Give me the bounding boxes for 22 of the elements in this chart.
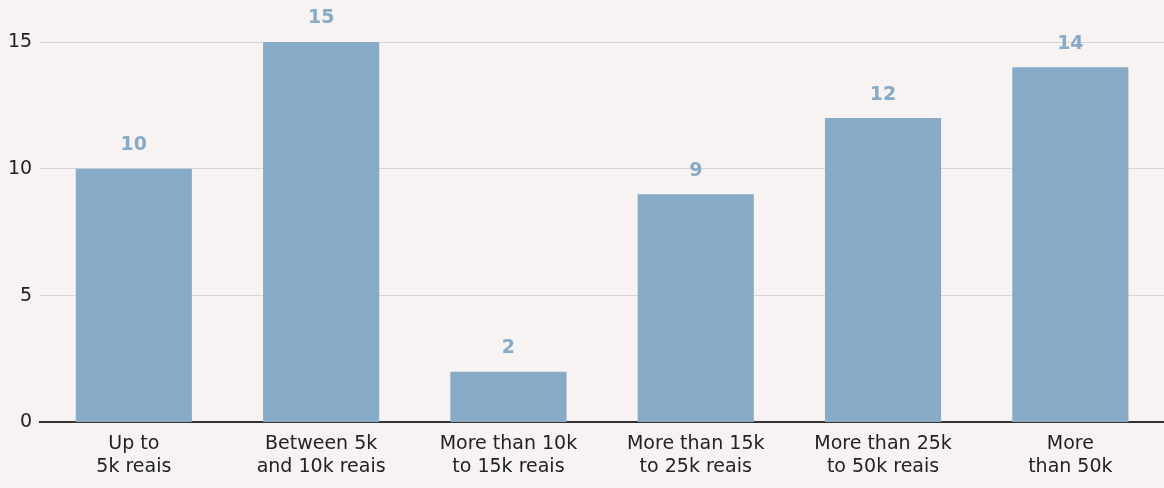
data-label: 2 (501, 335, 516, 358)
data-label: 9 (689, 157, 703, 180)
bar (263, 42, 380, 422)
bar (1012, 67, 1129, 422)
x-tick-label: More than 50k (1028, 430, 1113, 476)
y-tick-label: 5 (20, 282, 33, 305)
x-tick-label: More than 15k to 25k reais (626, 430, 765, 476)
x-tick-label: More than 25k to 50k reais (814, 430, 952, 476)
y-tick-label: 0 (20, 409, 33, 432)
bar (75, 168, 192, 422)
x-tick-label: Between 5k and 10k reais (256, 430, 386, 476)
data-label: 14 (1057, 30, 1084, 53)
bar (637, 194, 754, 422)
x-tick-label: More than 10k to 15k reais (439, 430, 578, 476)
data-label: 10 (120, 132, 148, 155)
bar (824, 118, 942, 422)
data-label: 15 (307, 5, 335, 28)
x-tick-label: Up to 5k reais (96, 430, 172, 476)
bar (450, 371, 567, 422)
y-tick-label: 15 (7, 28, 33, 51)
data-label: 12 (869, 81, 897, 104)
y-tick-label: 10 (7, 155, 33, 178)
